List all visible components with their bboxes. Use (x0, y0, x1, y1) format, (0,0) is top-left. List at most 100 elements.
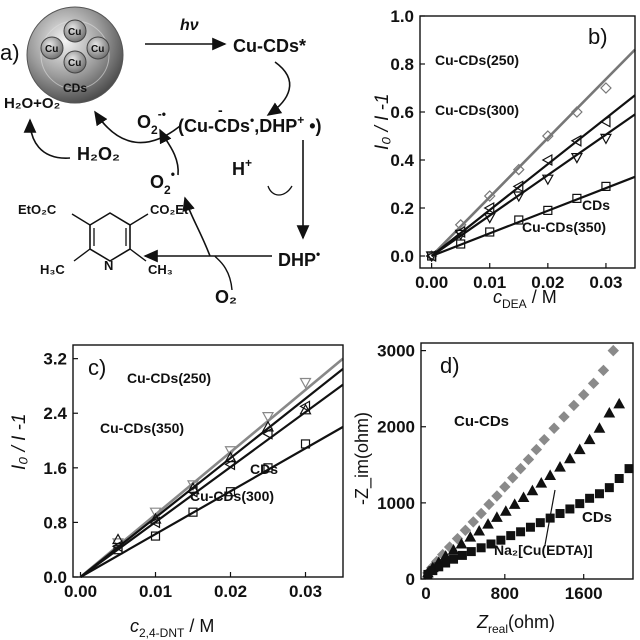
panel-d-series-0-point (587, 377, 600, 390)
panel-c-series-0-point (299, 377, 312, 389)
panel-d-series-2-point (506, 531, 516, 541)
panel-d-series-1-point (447, 544, 460, 555)
panel-c-ytick-label: 3.2 (43, 350, 67, 369)
cu-label-1: Cu (68, 27, 81, 38)
panel-d-series-1-point (593, 422, 606, 433)
panel-d-series-2-point (624, 464, 634, 474)
panel-b-data-marks (425, 48, 636, 263)
panel-d-series-0-point (548, 422, 560, 434)
panel-b-chart: 0.00 0.01 0.02 0.03 0.0 0.2 0.4 0.6 0.8 1.0 b) Cu… (372, 7, 636, 311)
cu-label-4: Cu (68, 58, 81, 69)
panel-d-ytick-label: 3000 (377, 342, 415, 361)
panel-b-series-3-point (485, 227, 495, 237)
panel-d-series-2-point (476, 543, 486, 553)
panel-d-ytick-label: 0 (406, 570, 415, 589)
panel-c-series-3-point (300, 439, 311, 449)
panel-d-series-2-point (585, 493, 595, 503)
water-oxygen-label: H₂O+O₂ (4, 95, 60, 112)
panel-d-series-1-point (583, 433, 596, 445)
panel-d-na-pointer (544, 489, 556, 546)
panel-b-xlabel: cDEA / M (493, 287, 557, 311)
panel-b-letter: b) (588, 24, 608, 49)
panel-b-series-2-point (512, 191, 525, 203)
hydrogen-peroxide-label: H₂O₂ (77, 144, 120, 164)
panel-c-series-2-point (261, 427, 273, 440)
panel-d-series-1-point (603, 407, 616, 418)
panel-d-xtick-label: 1600 (565, 584, 603, 603)
panel-d-series-1-point (499, 505, 512, 516)
panel-d-series-1-point (508, 498, 521, 509)
panel-b-plot-frame (419, 15, 636, 269)
panel-d-label-na-cu-edta: Na₂[Cu(EDTA)] (494, 542, 593, 558)
panel-c-series-0-point (149, 507, 162, 519)
panel-c-xtick-label: 0.01 (139, 582, 172, 601)
panel-c-series-0-point (261, 412, 275, 423)
panel-c-label-cucds350: Cu-CDs(350) (100, 420, 184, 436)
panel-c-ytick-label: 2.4 (43, 404, 67, 423)
o2-radical-arrow (182, 196, 211, 257)
panel-d-series-0-point (568, 399, 580, 412)
panel-d-series-0-point (506, 472, 519, 484)
panel-c-ytick-label: 0.8 (43, 513, 67, 532)
panel-d-ytick-label: 1000 (377, 494, 415, 513)
panel-d-series-0-point (577, 389, 590, 401)
panel-c-series-3-point (263, 463, 273, 473)
panel-d-series-2-point (466, 547, 476, 557)
quenching-arrow (266, 61, 291, 116)
panel-b-label-cucds250: Cu-CDs(250) (435, 52, 519, 68)
right-methyl-label: CH₃ (148, 262, 173, 277)
radical-pair-minus: - (218, 102, 223, 118)
proton-curl (267, 185, 293, 196)
panel-b-series-3-point (572, 193, 582, 203)
pyridine-ring (89, 212, 131, 262)
panel-d-series-2-point (525, 522, 535, 532)
panel-d-series-1-point (473, 525, 486, 536)
panel-b-ytick-label: 1.0 (390, 7, 414, 26)
proton-label: H+ (232, 156, 252, 179)
panel-b-series-3-fit-line (431, 175, 636, 258)
panel-c-series-3-point (113, 545, 123, 555)
panel-b-series-2-point (454, 229, 467, 241)
panel-c-series-0-fit-line (79, 357, 344, 578)
ring-nitrogen-label: N (104, 258, 113, 273)
panel-d-series-2-point (535, 518, 545, 528)
panel-c-chart: 0.00 0.01 0.02 0.03 0.0 0.8 1.6 2.4 3.2 c) Cu-CD… (9, 344, 344, 640)
panel-c-ytick-label: 1.6 (43, 459, 67, 478)
panel-c-xtick-label: 0.00 (64, 582, 97, 601)
panel-d-series-0-point (499, 481, 511, 493)
panel-b-series-0-point (483, 190, 496, 202)
panel-b-label-cucds350: Cu-CDs(350) (522, 219, 606, 235)
pyridine-product-structure: EtO₂C CO₂Et H₃C CH₃ N (18, 202, 189, 277)
panel-d-series-0-point (538, 433, 550, 446)
panel-d-data-marks (422, 344, 634, 579)
panel-b-series-2-point (599, 133, 612, 145)
panel-b-ytick-label: 0.8 (390, 55, 414, 74)
panel-d-label-cucds: Cu-CDs (454, 413, 509, 430)
panel-b-ytick-label: 0.4 (390, 151, 414, 170)
panel-d-series-0-point (597, 364, 610, 377)
o2-join-curve (214, 255, 233, 291)
cu-core-3 (86, 36, 110, 60)
panel-c-ytick-label: 0.0 (43, 568, 67, 587)
panel-c-series-1-fit-line (79, 368, 344, 578)
panel-d-series-1-point (455, 537, 468, 549)
panel-b-series-1-point (570, 134, 582, 147)
panel-d-series-2-point (594, 489, 604, 499)
panel-b-series-2-fit-line (430, 113, 636, 257)
panel-b-label-cds: CDs (582, 197, 610, 213)
superoxide-label: O2-• (137, 107, 166, 137)
panel-b-series-3-point (543, 205, 553, 215)
panel-d-plot-frame (420, 342, 634, 580)
panel-d-xtick-label: 0 (421, 584, 430, 603)
panel-b-series-1-point (599, 115, 611, 128)
panel-b-xtick-label: 0.00 (415, 273, 448, 292)
panel-b-ytick-label: 0.6 (390, 103, 414, 122)
panel-d-series-0-point (475, 507, 487, 520)
cu-core-4 (63, 50, 87, 74)
oxygen-radical-label: O2• (150, 167, 175, 197)
panel-b-series-3-point (514, 215, 524, 225)
light-hv-label: hν (180, 17, 199, 34)
carbon-dot-particle: Cu Cu Cu Cu CDs (26, 6, 124, 104)
panel-c-series-3-point (188, 507, 198, 517)
